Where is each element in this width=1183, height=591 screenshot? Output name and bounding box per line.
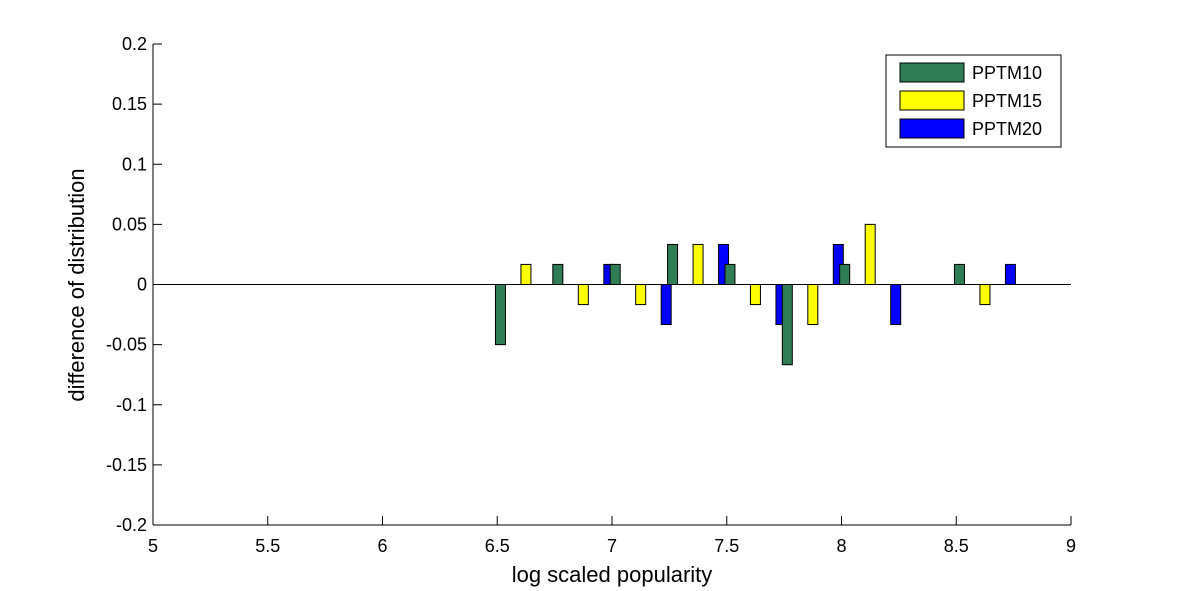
x-tick-label: 5: [148, 536, 158, 556]
bar-pptm15-4: [749, 284, 761, 306]
bar-pptm15-5: [807, 284, 819, 326]
y-tick-label: -0.15: [106, 455, 147, 475]
bar-pptm10-5: [781, 284, 793, 366]
y-axis-label: difference of distribution: [64, 168, 89, 401]
x-tick-label: 8: [836, 536, 846, 556]
y-tick-label: 0.15: [112, 94, 147, 114]
x-tick-label: 7: [607, 536, 617, 556]
legend-swatch-pptm15: [899, 90, 965, 111]
legend-swatch-pptm20: [899, 118, 965, 139]
bar-pptm20-7: [1004, 263, 1016, 285]
y-tick-label: 0.05: [112, 214, 147, 234]
x-tick-label: 7.5: [714, 536, 739, 556]
bar-pptm15-0: [520, 263, 532, 285]
bars-layer: [494, 223, 1016, 366]
bar-pptm10-0: [494, 284, 506, 346]
legend-label-pptm20: PPTM20: [972, 119, 1042, 139]
legend-swatch-pptm10: [899, 62, 965, 83]
x-tick-label: 6: [377, 536, 387, 556]
y-tick-label: 0.1: [122, 154, 147, 174]
x-tick-label: 9: [1066, 536, 1076, 556]
bar-pptm10-1: [552, 263, 564, 285]
y-tick-label: 0: [137, 275, 147, 295]
bar-pptm15-2: [635, 284, 647, 306]
bar-pptm15-7: [979, 284, 991, 306]
bar-pptm15-3: [692, 243, 704, 286]
x-tick-label: 6.5: [485, 536, 510, 556]
y-tick-label: -0.2: [116, 515, 147, 535]
y-tick-label: -0.1: [116, 395, 147, 415]
legend: PPTM10 PPTM15 PPTM20: [885, 54, 1062, 148]
x-tick-label: 5.5: [255, 536, 280, 556]
bar-pptm10-6: [839, 263, 851, 285]
ticks-layer: 5 5.5 6 6.5 7 7.5 8 8.5 9 -0.2 -0.15 -0.1 -0.05 0 0.05…: [106, 34, 1076, 556]
legend-label-pptm10: PPTM10: [972, 63, 1042, 83]
bar-pptm10-3: [667, 243, 679, 286]
x-axis-label: log scaled popularity: [512, 562, 713, 587]
bar-pptm10-2: [609, 263, 621, 285]
y-tick-label: -0.05: [106, 335, 147, 355]
legend-label-pptm15: PPTM15: [972, 91, 1042, 111]
x-tick-label: 8.5: [944, 536, 969, 556]
bar-pptm15-1: [577, 284, 589, 306]
bar-pptm10-4: [724, 263, 736, 285]
bar-pptm20-2: [660, 284, 672, 326]
bar-pptm15-6: [864, 223, 876, 285]
bar-pptm20-6: [890, 284, 902, 326]
bar-pptm10-7: [953, 263, 965, 285]
y-tick-label: 0.2: [122, 34, 147, 54]
